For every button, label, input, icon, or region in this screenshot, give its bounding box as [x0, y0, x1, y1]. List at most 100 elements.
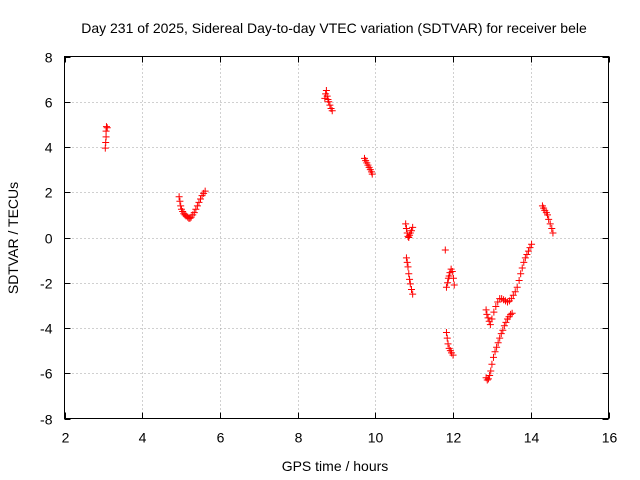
data-point-marker [486, 321, 494, 329]
plot-frame [64, 56, 609, 419]
grid-lines [64, 56, 609, 419]
data-point-marker [545, 215, 553, 223]
data-point-marker [491, 348, 499, 356]
data-point-marker [175, 193, 183, 201]
y-tick-label: -8 [40, 412, 53, 428]
data-point-marker [484, 375, 492, 383]
data-point-marker [406, 280, 414, 288]
data-point-marker [193, 202, 201, 210]
data-point-marker [190, 209, 198, 217]
data-point-marker [513, 283, 521, 291]
data-point-marker [489, 353, 497, 361]
axis-ticks [64, 56, 610, 420]
x-tick-label: 2 [62, 430, 70, 446]
data-point-marker [442, 283, 450, 291]
data-point-marker [490, 308, 498, 316]
data-point-marker [176, 197, 184, 205]
data-point-marker [450, 281, 458, 289]
data-point-marker [405, 270, 413, 278]
data-point-marker [546, 220, 554, 228]
y-tick-labels: -8 -6 -4 -2 0 2 4 6 8 [40, 50, 53, 428]
data-point-marker [497, 330, 505, 338]
data-point-marker [493, 343, 501, 351]
data-point-marker [409, 223, 417, 231]
x-tick-label: 4 [139, 430, 147, 446]
data-point-marker [549, 229, 557, 237]
data-point-marker [402, 254, 410, 262]
chart-title: Day 231 of 2025, Sidereal Day-to-day VTE… [81, 20, 587, 36]
data-point-marker [487, 367, 495, 375]
data-point-marker [524, 247, 532, 255]
y-tick-label: 4 [45, 140, 53, 156]
data-point-marker [195, 198, 203, 206]
data-point-marker [509, 291, 517, 299]
data-point-marker [526, 244, 534, 252]
data-point-marker [488, 315, 496, 323]
data-point-marker [521, 254, 529, 262]
y-tick-label: -2 [40, 276, 53, 292]
data-point-marker [520, 258, 528, 266]
data-point-marker [102, 123, 110, 131]
data-point-marker [441, 246, 449, 254]
data-point-marker [445, 272, 453, 280]
data-point-marker [442, 329, 450, 337]
x-tick-label: 8 [295, 430, 303, 446]
data-point-marker [543, 211, 551, 219]
data-point-marker [448, 267, 456, 275]
data-point-marker [406, 275, 414, 283]
data-point-marker [518, 264, 526, 272]
data-point-marker [500, 322, 508, 330]
data-point-marker [103, 124, 111, 132]
data-point-marker [507, 310, 515, 318]
data-point-marker [511, 288, 519, 296]
data-point-marker [192, 205, 200, 213]
y-tick-label: -4 [40, 321, 53, 337]
data-point-marker [403, 258, 411, 266]
data-point-marker [368, 170, 376, 178]
data-point-marker [499, 326, 507, 334]
data-point-marker [201, 187, 209, 195]
data-point-marker [496, 334, 504, 342]
data-point-marker [402, 220, 410, 228]
data-point-marker [502, 318, 510, 326]
y-tick-label: 8 [45, 50, 53, 66]
data-point-marker [328, 107, 336, 115]
data-point-marker [407, 286, 415, 294]
y-tick-label: 6 [45, 95, 53, 111]
data-point-marker [407, 227, 415, 235]
data-point-marker [517, 270, 525, 278]
data-point-marker [443, 334, 451, 342]
x-tick-label: 12 [446, 430, 462, 446]
data-point-marker [484, 314, 492, 322]
x-tick-label: 10 [368, 430, 384, 446]
data-point-marker [548, 224, 556, 232]
data-point-marker [323, 92, 331, 100]
data-point-marker [483, 376, 491, 384]
data-point-marker [409, 290, 417, 298]
x-axis-label: GPS time / hours [282, 458, 389, 474]
x-tick-label: 16 [602, 430, 618, 446]
data-point-marker [483, 310, 491, 318]
data-point-marker [492, 303, 500, 311]
data-point-marker [449, 351, 457, 359]
x-tick-label: 6 [217, 430, 225, 446]
x-tick-label: 14 [524, 430, 540, 446]
data-point-marker [326, 101, 334, 109]
data-point-marker [402, 224, 410, 232]
data-point-marker [177, 202, 185, 210]
data-point-marker [523, 250, 531, 258]
data-point-marker [515, 276, 523, 284]
data-point-marker [449, 274, 457, 282]
data-point-marker [404, 263, 412, 271]
data-point-marker [486, 372, 494, 380]
y-tick-label: -6 [40, 366, 53, 382]
data-point-marker [197, 195, 204, 203]
data-point-marker [325, 98, 333, 106]
data-point-marker [494, 339, 502, 347]
y-tick-label: 2 [45, 185, 53, 201]
data-point-marker [444, 340, 452, 348]
data-point-marker [444, 279, 452, 287]
y-axis-label: SDTVAR / TECUs [5, 182, 21, 294]
